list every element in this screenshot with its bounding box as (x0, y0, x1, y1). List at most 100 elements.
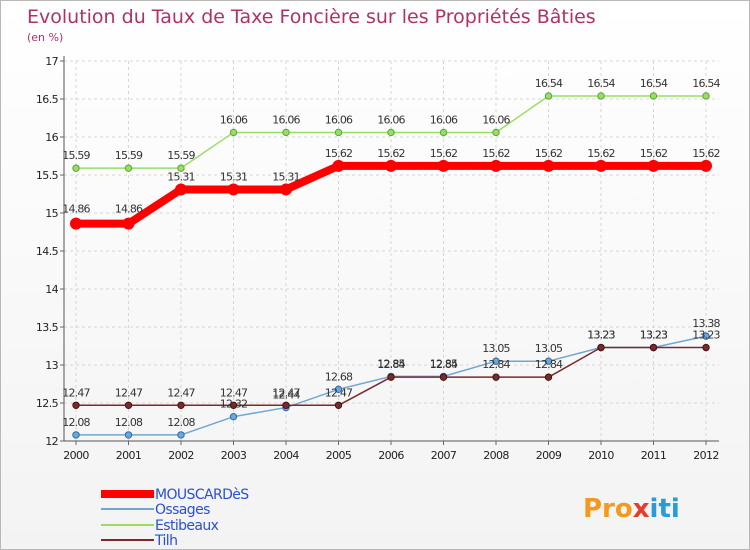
unit-label: (en %) (27, 31, 63, 44)
data-point (544, 357, 553, 365)
data-point (437, 159, 450, 172)
data-label: 12.84 (377, 358, 405, 371)
data-label: 12.47 (272, 386, 300, 399)
data-point (595, 159, 607, 172)
data-point (702, 343, 710, 352)
data-label: 12.47 (167, 386, 195, 399)
data-point (649, 92, 658, 100)
data-point (229, 128, 238, 137)
data-label: 12.08 (115, 416, 143, 429)
data-point (544, 373, 553, 381)
data-label: 16.54 (692, 77, 720, 90)
data-label: 12.08 (62, 416, 90, 429)
x-tick-label: 2004 (273, 449, 299, 462)
data-label: 16.06 (482, 113, 510, 126)
x-tick-label: 2002 (168, 449, 194, 462)
x-tick-label: 2007 (431, 449, 457, 462)
data-point (280, 183, 292, 196)
data-point (702, 92, 710, 100)
data-label: 12.84 (535, 358, 563, 371)
data-point (124, 164, 133, 172)
data-labels: 14.86 14.86 15.31 15.31 15.31 15.62 15.62 15.62… (62, 77, 721, 429)
data-point (70, 217, 82, 230)
data-label: 12.08 (167, 416, 195, 429)
data-label: 15.59 (62, 149, 90, 162)
data-label: 13.23 (640, 329, 668, 342)
x-tick-label: 2011 (641, 449, 667, 462)
data-point (387, 128, 395, 137)
data-point (700, 159, 712, 172)
data-point (702, 332, 710, 340)
proxiti-logo: Proxiti (583, 494, 680, 524)
data-label: 12.85 (430, 357, 458, 370)
data-label: 15.62 (430, 147, 458, 160)
legend-label: Ossages (155, 502, 210, 518)
data-point (334, 385, 343, 394)
series-group (70, 92, 712, 439)
data-label: 15.62 (535, 147, 563, 160)
svg-text:Proxiti: Proxiti (583, 494, 680, 524)
data-point (334, 128, 343, 137)
y-tick-label: 14 (45, 283, 58, 296)
legend-label: MOUSCARDèS (155, 487, 249, 503)
data-point (597, 343, 605, 352)
y-tick-label: 16.5 (36, 93, 59, 106)
data-label: 13.23 (692, 329, 720, 342)
data-point (542, 159, 555, 172)
logo-part-x: x (633, 494, 650, 524)
x-tick-label: 2010 (588, 449, 614, 462)
data-point (492, 128, 500, 137)
data-point (124, 401, 133, 409)
chart-title: Evolution du Taux de Taxe Foncière sur l… (27, 6, 596, 28)
y-tick-label: 16 (45, 131, 58, 144)
data-point (492, 373, 500, 381)
data-label: 13.23 (640, 329, 668, 342)
data-label: 16.06 (325, 113, 353, 126)
data-label: 12.47 (62, 386, 90, 399)
data-point (229, 412, 238, 421)
data-point (124, 431, 133, 439)
x-tick-label: 2003 (221, 449, 247, 462)
data-label: 12.32 (220, 398, 248, 411)
data-point (544, 92, 553, 100)
data-point (177, 164, 185, 172)
y-tick-label: 12 (45, 435, 58, 448)
y-tick-label: 13 (45, 359, 58, 372)
data-label: 16.06 (430, 113, 458, 126)
x-axis-ticks: 2000 2001 2002 2003 2004 2005 2006 2007 2008 2009… (63, 441, 719, 462)
data-label: 15.59 (167, 149, 195, 162)
y-tick-label: 14.5 (36, 245, 59, 258)
y-tick-label: 12.5 (36, 397, 59, 410)
data-point (334, 401, 343, 409)
data-label: 14.86 (115, 203, 143, 216)
y-tick-label: 13.5 (36, 321, 59, 334)
x-tick-label: 2001 (116, 449, 142, 462)
data-point (647, 159, 660, 172)
data-point (175, 183, 187, 196)
data-point (229, 401, 238, 409)
y-axis-ticks: 12 12.5 13 13.5 14 14.5 15 15.5 16 16.5 17 (36, 55, 64, 448)
data-label: 12.85 (377, 357, 405, 370)
data-point (439, 373, 448, 381)
x-tick-label: 2006 (378, 449, 404, 462)
data-label: 14.86 (62, 203, 90, 216)
data-point (332, 159, 345, 172)
data-label: 13.05 (535, 342, 563, 355)
data-point (177, 431, 185, 439)
data-label: 12.47 (325, 386, 353, 399)
data-label: 15.62 (587, 147, 615, 160)
x-tick-label: 2008 (483, 449, 509, 462)
data-point (649, 343, 658, 352)
data-label: 13.23 (587, 329, 615, 342)
data-label: 15.31 (167, 170, 195, 183)
data-label: 15.62 (692, 147, 720, 160)
data-point (122, 217, 135, 230)
data-point (72, 431, 80, 439)
legend-label: Estibeaux (155, 518, 219, 534)
data-point (490, 159, 502, 172)
y-tick-label: 15.5 (36, 169, 59, 182)
data-point (282, 128, 290, 137)
